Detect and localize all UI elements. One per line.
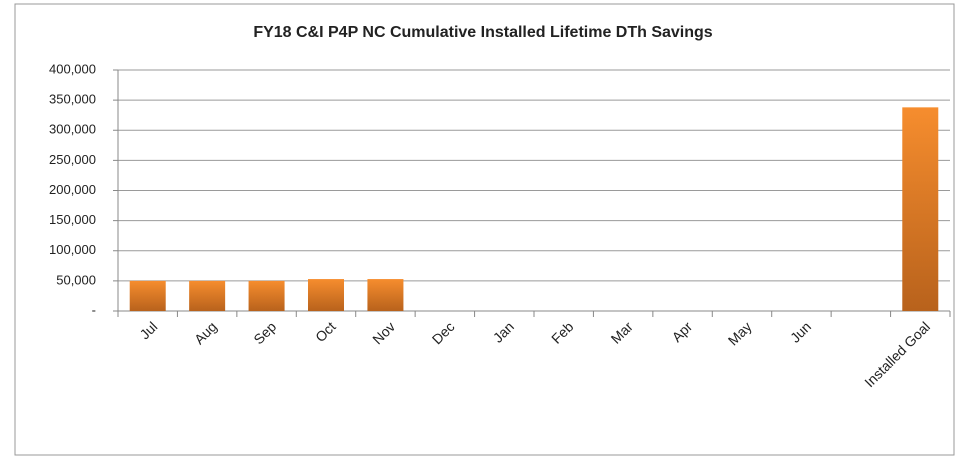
chart-frame [14, 3, 955, 456]
y-tick-label: - [92, 302, 96, 317]
y-tick-label: 50,000 [56, 272, 96, 287]
bar [367, 279, 404, 311]
y-tick-label: 350,000 [49, 92, 96, 107]
bar [189, 280, 226, 311]
y-tick-label: 150,000 [49, 212, 96, 227]
chart-title: FY18 C&I P4P NC Cumulative Installed Lif… [253, 24, 712, 41]
bar [248, 280, 285, 311]
y-tick-label: 200,000 [49, 182, 96, 197]
y-tick-label: 250,000 [49, 152, 96, 167]
bar [902, 107, 939, 311]
y-tick-label: 300,000 [49, 122, 96, 137]
y-tick-label: 400,000 [49, 61, 96, 76]
bar [308, 279, 344, 311]
y-tick-label: 100,000 [49, 242, 96, 257]
bar [129, 280, 166, 311]
